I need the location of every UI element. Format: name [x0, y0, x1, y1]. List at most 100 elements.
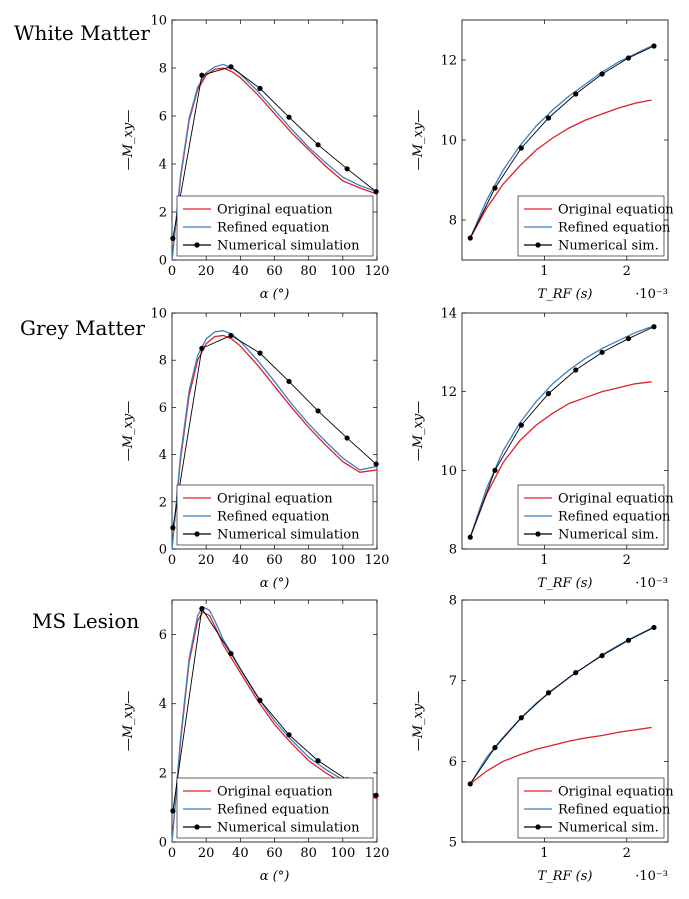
- y-axis-label: —M_xy—: [411, 401, 426, 462]
- data-point: [228, 64, 234, 70]
- x-tick-label: 100: [330, 553, 355, 568]
- x-tick-label: 0: [168, 264, 176, 279]
- legend-box: [517, 195, 665, 257]
- legend-label: Refined equation: [558, 803, 671, 818]
- data-point: [492, 745, 498, 751]
- x-axis-label: α (°): [260, 576, 290, 591]
- data-point: [625, 55, 632, 61]
- x-tick-label: 40: [232, 846, 249, 861]
- legend-label: Refined equation: [217, 803, 330, 818]
- series-line-numerical-sim: [469, 45, 655, 239]
- series-line-original-equation: [469, 99, 652, 239]
- data-point: [373, 792, 379, 798]
- x-tick-label: 60: [266, 553, 283, 568]
- x-exponent-label: ·10⁻³: [635, 576, 668, 591]
- y-tick-label: 0: [159, 543, 167, 558]
- x-tick-label: 1: [540, 264, 548, 279]
- data-point: [228, 650, 234, 657]
- data-point: [344, 166, 350, 172]
- legend-box: [176, 195, 374, 257]
- x-tick-label: 0: [168, 846, 176, 861]
- legend-label: Numerical sim.: [558, 239, 659, 254]
- x-axis-label: T_RF (s): [538, 869, 593, 884]
- y-tick-label: 10: [150, 307, 167, 322]
- data-point: [651, 324, 657, 330]
- data-point: [573, 91, 579, 97]
- legend-marker: [194, 824, 200, 830]
- y-tick-label: 10: [150, 14, 167, 29]
- data-point: [518, 145, 524, 151]
- data-point: [651, 43, 657, 49]
- chart-ms-trf: 1 2 5 6 7 8 T_RF (s) —M_xy— ·10⁻³ Original equati…: [411, 594, 674, 885]
- legend-label: Original equation: [558, 785, 674, 800]
- data-point: [373, 189, 379, 195]
- x-tick-label: 20: [198, 264, 215, 279]
- data-point: [467, 235, 473, 241]
- legend-marker: [535, 531, 541, 537]
- legend-label: Original equation: [217, 492, 333, 507]
- data-point: [467, 534, 473, 540]
- y-tick-label: 4: [159, 697, 167, 712]
- y-tick-label: 4: [159, 448, 167, 463]
- legend-label: Refined equation: [558, 510, 671, 525]
- data-point: [492, 185, 498, 191]
- data-point: [199, 606, 205, 612]
- row-label-white-matter: White Matter: [14, 21, 150, 45]
- legend-label: Refined equation: [558, 221, 671, 236]
- x-tick-label: 80: [300, 553, 317, 568]
- data-point: [199, 345, 205, 351]
- x-tick-label: 2: [623, 846, 631, 861]
- series-line-numerical-simulation: [172, 607, 377, 811]
- data-point: [467, 781, 473, 787]
- y-tick-label: 6: [159, 401, 167, 416]
- x-tick-label: 40: [232, 264, 249, 279]
- x-tick-label: 1: [540, 846, 548, 861]
- data-point: [286, 732, 292, 738]
- data-point: [228, 332, 234, 339]
- x-tick-label: 100: [330, 846, 355, 861]
- x-tick-label: 20: [198, 846, 215, 861]
- y-tick-label: 8: [159, 62, 167, 77]
- data-point: [315, 758, 321, 764]
- legend-label: Refined equation: [217, 510, 330, 525]
- data-point: [625, 335, 632, 342]
- x-tick-label: 1: [540, 553, 548, 568]
- y-axis-label: —M_xy—: [411, 691, 426, 752]
- series-line-numerical-sim: [469, 627, 655, 785]
- data-point: [625, 637, 632, 643]
- series-line-original-equation: [171, 611, 378, 843]
- x-tick-label: 0: [168, 553, 176, 568]
- y-tick-label: 14: [440, 307, 457, 322]
- x-axis-label: T_RF (s): [538, 576, 593, 591]
- legend-box: [517, 484, 665, 546]
- legend: Original equation Refined equation Numeric…: [176, 777, 374, 839]
- y-tick-label: 8: [449, 594, 457, 609]
- series-line-numerical-sim: [469, 326, 655, 538]
- legend-box: [176, 484, 374, 546]
- legend: Original equation Refined equation Numeric…: [517, 195, 674, 257]
- legend-box: [517, 777, 665, 839]
- x-tick-label: 60: [266, 846, 283, 861]
- y-axis-label: —M_xy—: [121, 401, 136, 462]
- data-point: [257, 697, 263, 703]
- data-point: [492, 467, 498, 473]
- legend-marker: [535, 242, 541, 248]
- x-exponent-label: ·10⁻³: [635, 287, 668, 302]
- series-line-original-equation: [469, 726, 652, 785]
- legend-label: Refined equation: [217, 221, 330, 236]
- legend-label: Numerical simulation: [217, 528, 360, 543]
- x-exponent-label: ·10⁻³: [635, 869, 668, 884]
- data-point: [170, 808, 176, 814]
- series-line-numerical-simulation: [172, 66, 377, 239]
- row-label-ms-lesion: MS Lesion: [32, 609, 139, 633]
- data-point: [286, 114, 292, 120]
- y-tick-label: 0: [159, 836, 167, 851]
- y-tick-label: 8: [159, 354, 167, 369]
- x-tick-label: 60: [266, 264, 283, 279]
- legend: Original equation Refined equation Numeric…: [517, 484, 674, 546]
- chart-gm-alpha: 0 20 40 60 80 100 120 0 2 4 6 8 10 α (°) —M_xy— Origina…: [121, 307, 389, 592]
- legend-box: [176, 777, 374, 839]
- data-point: [170, 525, 176, 531]
- y-tick-label: 2: [159, 766, 167, 781]
